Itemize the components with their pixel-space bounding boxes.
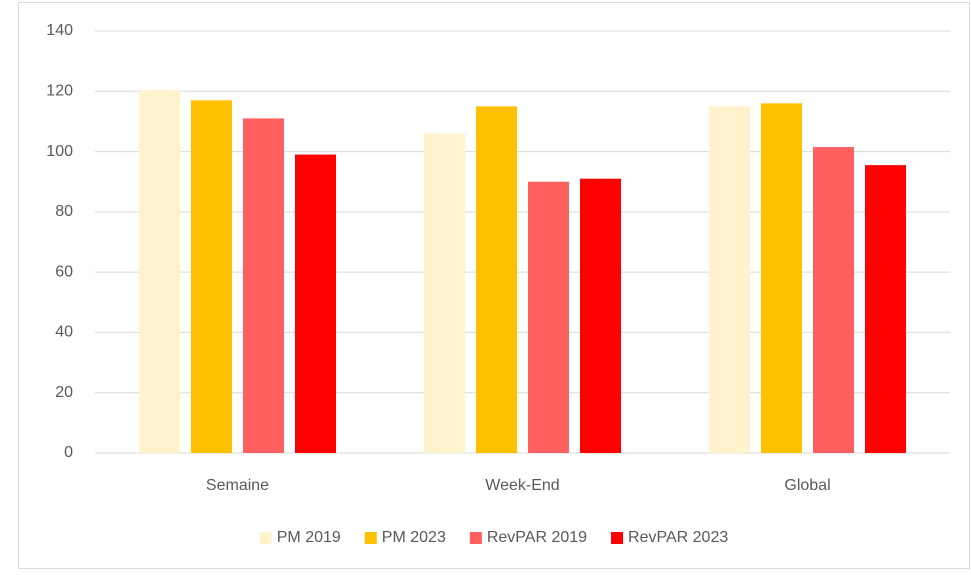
- x-tick-label: Global: [784, 477, 830, 494]
- legend-swatch: [259, 532, 272, 544]
- y-tick-label: 40: [55, 324, 73, 341]
- bar: [476, 106, 517, 453]
- y-tick-label: 0: [64, 444, 73, 461]
- legend-swatch: [611, 532, 624, 544]
- legend-label: RevPAR 2019: [487, 529, 587, 546]
- legend-swatch: [364, 532, 377, 544]
- y-tick-label: 140: [46, 22, 73, 39]
- x-tick-label: Semaine: [206, 477, 269, 494]
- bar: [295, 154, 336, 454]
- bar: [528, 181, 569, 453]
- bar: [191, 100, 232, 453]
- bar: [580, 178, 621, 453]
- legend-swatch: [469, 532, 482, 544]
- y-tick-label: 120: [46, 83, 73, 100]
- bar: [424, 133, 465, 453]
- y-tick-label: 100: [46, 143, 73, 160]
- bar: [865, 165, 906, 453]
- legend-label: PM 2023: [382, 529, 446, 546]
- bar: [761, 103, 802, 453]
- legend-label: PM 2019: [277, 529, 341, 546]
- bar: [139, 89, 180, 454]
- bar: [709, 106, 750, 453]
- legend-label: RevPAR 2023: [628, 529, 728, 546]
- y-tick-label: 80: [55, 203, 73, 220]
- y-tick-label: 60: [55, 263, 73, 280]
- x-tick-label: Week-End: [485, 477, 559, 494]
- bar: [243, 118, 284, 454]
- y-tick-label: 20: [55, 384, 73, 401]
- bar: [813, 147, 854, 454]
